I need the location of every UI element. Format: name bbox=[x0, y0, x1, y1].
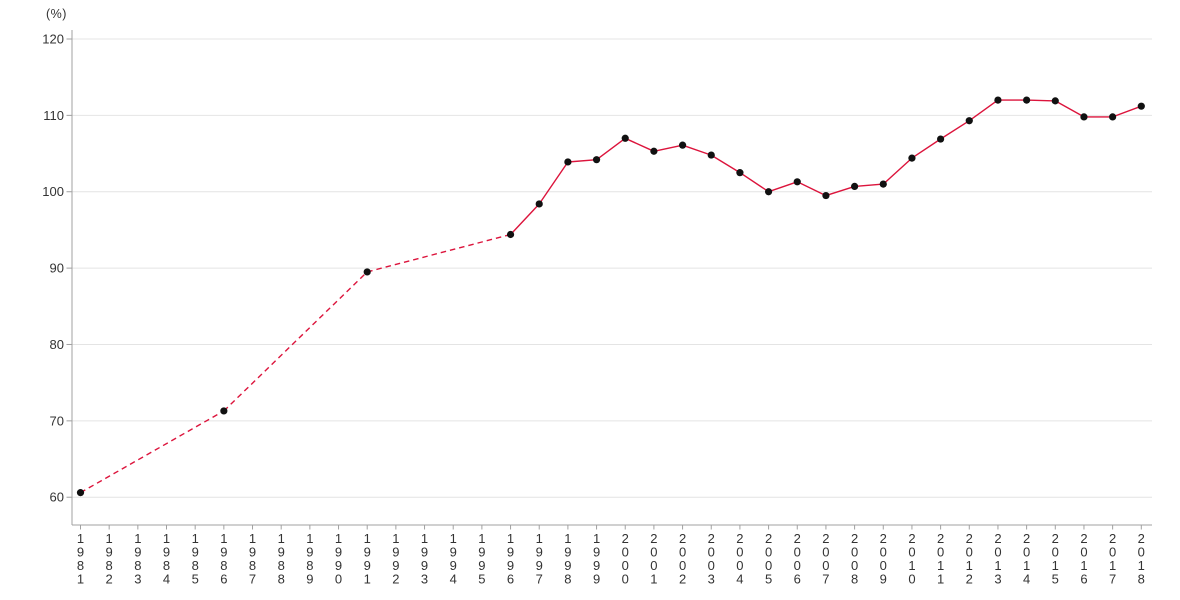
data-point bbox=[736, 169, 744, 177]
data-point bbox=[908, 154, 916, 162]
series-line-dashed bbox=[80, 233, 511, 494]
data-point bbox=[994, 96, 1002, 104]
data-point bbox=[1080, 113, 1088, 121]
data-point bbox=[564, 158, 572, 166]
y-axis-tick-label: 100 bbox=[42, 184, 64, 199]
data-point bbox=[965, 117, 973, 125]
data-point bbox=[1051, 97, 1059, 105]
data-point bbox=[1109, 113, 1117, 121]
data-point bbox=[506, 230, 515, 239]
y-axis-tick-label: 60 bbox=[50, 490, 64, 505]
data-point bbox=[678, 141, 687, 149]
data-point bbox=[220, 407, 228, 415]
data-point bbox=[764, 188, 773, 196]
y-axis-tick-label: 90 bbox=[50, 261, 64, 276]
y-axis-tick-label: 120 bbox=[42, 32, 64, 47]
series-line-solid bbox=[510, 99, 1142, 235]
data-point bbox=[879, 180, 887, 188]
data-point bbox=[822, 191, 830, 200]
data-point bbox=[850, 182, 859, 190]
data-point bbox=[937, 135, 945, 143]
y-axis-tick-label: 80 bbox=[50, 337, 64, 352]
data-point bbox=[363, 268, 371, 276]
data-point bbox=[650, 147, 658, 155]
data-point bbox=[535, 200, 543, 208]
data-point bbox=[793, 178, 801, 186]
data-point bbox=[1137, 102, 1145, 110]
data-point bbox=[592, 156, 601, 164]
data-point bbox=[707, 151, 715, 159]
data-point bbox=[1023, 96, 1031, 104]
data-point bbox=[76, 489, 85, 497]
data-point bbox=[621, 134, 629, 142]
y-axis-tick-label: 70 bbox=[50, 413, 64, 428]
y-axis-tick-label: 110 bbox=[43, 108, 64, 123]
y-axis-unit-label: (%) bbox=[46, 7, 67, 21]
